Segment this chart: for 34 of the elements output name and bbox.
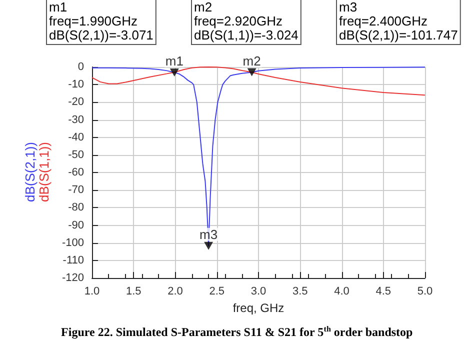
y-tick-label: -60 [68, 166, 84, 178]
x-tick-label: 3.5 [292, 286, 308, 298]
y-tick-label: -40 [68, 131, 84, 144]
y-tick-label: -80 [68, 202, 84, 214]
text: m3 freq=2.400GHz dB(S(2,1))=-101.747 [339, 0, 458, 42]
x-tick-label: 2.5 [209, 286, 225, 298]
point [170, 68, 179, 76]
annotation: m3 [200, 226, 218, 242]
y-tick-label: -50 [68, 148, 84, 161]
text: dB(S(1,1)) [36, 142, 52, 202]
x-tick-label: 4.5 [376, 286, 392, 298]
text: dB(S(2,1)) [22, 142, 38, 202]
y-tick-label: -100 [62, 236, 84, 249]
x-axis-title: freq, GHz [232, 301, 284, 315]
x-tick-label: 3.0 [250, 286, 266, 298]
x-tick-label: 5.0 [417, 286, 433, 298]
text: m2 freq=2.920GHz dB(S(1,1))=-3.024 [194, 0, 298, 42]
x-tick-label: 4.0 [334, 286, 350, 298]
y-tick-label: -20 [68, 96, 84, 108]
y-tick-label: -120 [62, 272, 84, 284]
y-tick-label: -70 [68, 184, 84, 196]
annotation: m2 [242, 53, 261, 68]
y-tick-label: -30 [68, 114, 84, 126]
x-tick-label: 2.0 [168, 286, 183, 298]
annotation: m1 [165, 53, 184, 68]
text: m1 freq=1.990GHz dB(S(2,1))=-3.071 [49, 0, 154, 42]
x-tick-label: 1.0 [84, 286, 100, 298]
x-tick-label: 1.5 [126, 286, 142, 298]
y-tick-label: -10 [68, 78, 84, 91]
point [204, 242, 214, 250]
y-tick-label: 0 [78, 61, 84, 73]
y-tick-label: -90 [68, 219, 84, 232]
y-tick-label: -110 [62, 254, 84, 266]
point [247, 68, 256, 76]
